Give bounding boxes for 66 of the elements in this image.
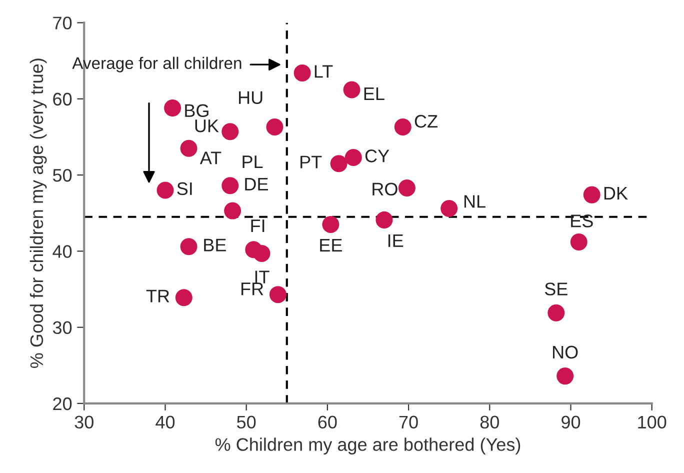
annotation: EL: [364, 88, 384, 100]
annotation: ES: [571, 214, 593, 228]
point: [224, 202, 242, 220]
x-tick-label: 40: [156, 416, 175, 429]
annotation: AT: [200, 152, 222, 164]
point: [156, 182, 174, 199]
point: [266, 118, 284, 136]
annotation: HU: [239, 91, 262, 104]
x-tick-label: 90: [562, 416, 580, 429]
point: [583, 186, 600, 204]
point: [253, 244, 270, 262]
point: [556, 368, 574, 385]
x-tick-label: 80: [480, 416, 499, 429]
x-tick-label: 30: [74, 416, 94, 429]
point: [222, 123, 239, 140]
annotation: DK: [604, 187, 628, 200]
annotation: PL: [242, 156, 263, 168]
annotation: TR: [146, 290, 170, 302]
annotation: UK: [195, 120, 219, 132]
point: [164, 99, 182, 116]
point: [394, 118, 412, 136]
annotation: RO: [372, 182, 398, 196]
point: [269, 286, 286, 304]
y-tick-label: 70: [53, 16, 72, 30]
point: [548, 304, 565, 322]
point: [180, 238, 198, 256]
y-tick-label: 30: [52, 321, 72, 334]
x-tick-label: 70: [399, 416, 418, 429]
y-tick-label: 50: [52, 168, 72, 182]
annotation: SI: [177, 182, 192, 196]
annotation: FR: [241, 282, 264, 296]
x-tick-label: 60: [318, 416, 337, 429]
annotation: BE: [204, 238, 226, 252]
annotation: DE: [245, 178, 268, 190]
point: [343, 81, 360, 98]
annotation: IT: [255, 270, 270, 284]
point: [440, 200, 458, 218]
annotation: IE: [388, 234, 404, 247]
point: [570, 234, 588, 251]
point: [344, 148, 362, 166]
annotation: PT: [300, 156, 322, 168]
point: [175, 289, 192, 306]
point: [398, 179, 416, 196]
annotation: NO: [553, 346, 578, 359]
x-axis-title: % Children my age are bothered (Yes): [215, 438, 520, 454]
annotation: SE: [544, 282, 568, 296]
point: [322, 216, 340, 234]
point: [294, 64, 311, 82]
y-tick-label: 20: [53, 397, 72, 410]
point: [330, 155, 348, 172]
annotation: BG: [185, 104, 208, 118]
x-tick-label: 100: [638, 416, 666, 429]
point: [222, 177, 239, 194]
annotation: CZ: [414, 114, 438, 128]
annotation: NL: [464, 195, 486, 208]
annotation: EE: [320, 239, 342, 252]
x-tick-label: 50: [237, 416, 256, 429]
point: [180, 140, 198, 157]
annotation: Average for all children: [72, 56, 242, 72]
point: [376, 211, 393, 228]
annotation: FI: [251, 220, 264, 232]
annotation: CY: [365, 150, 390, 162]
y-tick-label: 60: [53, 92, 72, 106]
annotation: LT: [314, 65, 333, 78]
y-axis-title: % Good for children my age (very true): [30, 58, 47, 368]
y-tick-label: 40: [52, 245, 72, 258]
